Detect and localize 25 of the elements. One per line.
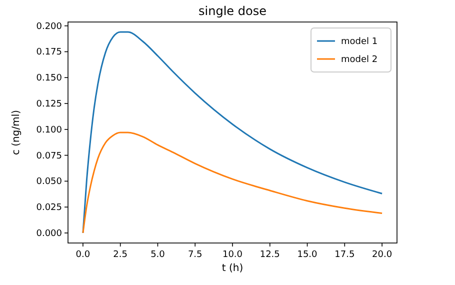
x-tick-label: 0.0 — [76, 250, 90, 260]
x-tick-label: 20.0 — [372, 250, 392, 260]
y-tick-label: 0.075 — [36, 151, 62, 162]
x-tick-label: 15.0 — [297, 250, 318, 260]
y-tick-label: 0.000 — [36, 228, 62, 239]
x-tick-label: 17.5 — [334, 250, 355, 260]
y-tick-label: 0.200 — [36, 22, 62, 32]
line-series — [82, 132, 383, 234]
legend-label: model 2 — [341, 55, 378, 65]
y-tick-label: 0.125 — [36, 100, 62, 110]
y-tick-label: 0.150 — [36, 74, 62, 84]
x-tick-label: 10.0 — [222, 250, 243, 260]
x-axis-title: t (h) — [222, 263, 244, 274]
line-series — [82, 31, 383, 234]
chart-title: single dose — [198, 4, 266, 18]
x-tick-label: 5.0 — [150, 250, 166, 260]
y-tick-label: 0.025 — [36, 203, 62, 214]
x-tick-label: 2.5 — [113, 250, 128, 260]
y-axis-title: c (ng/ml) — [11, 110, 22, 156]
x-tick-label: 7.5 — [188, 250, 202, 260]
y-tick-label: 0.050 — [36, 177, 62, 188]
legend-label: model 1 — [341, 37, 378, 47]
y-tick-label: 0.175 — [36, 48, 62, 58]
y-tick-label: 0.100 — [36, 125, 62, 136]
x-tick-label: 12.5 — [260, 250, 280, 260]
